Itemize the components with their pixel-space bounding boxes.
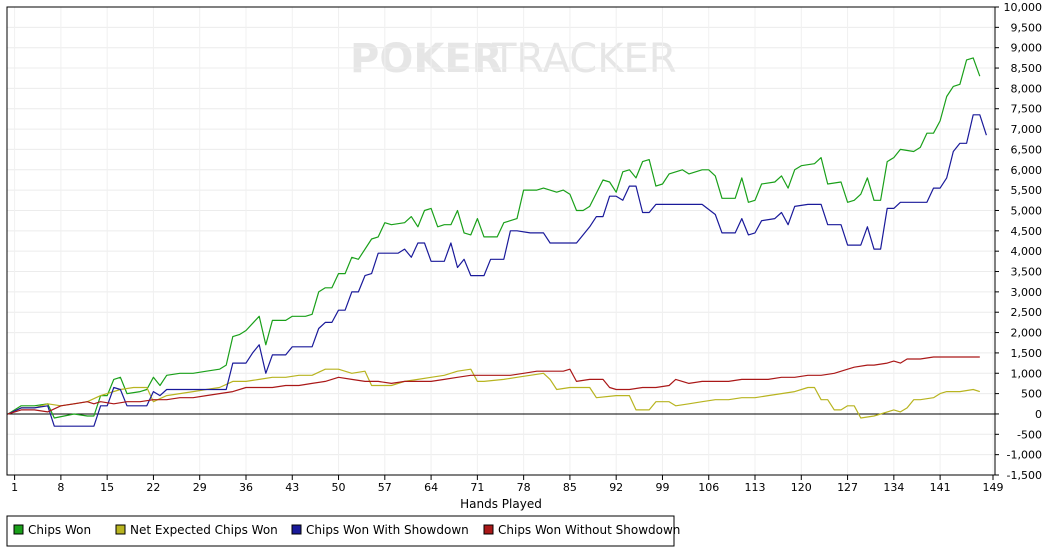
y-tick-label-2: 9,000 bbox=[1011, 42, 1043, 55]
x-tick-label-20: 141 bbox=[930, 481, 951, 494]
series-line-3 bbox=[7, 356, 980, 415]
y-tick-label-13: 3,500 bbox=[1011, 266, 1043, 279]
watermark-left: POKER bbox=[350, 36, 502, 82]
x-tick-label-18: 127 bbox=[837, 481, 858, 494]
grid bbox=[7, 6, 995, 476]
x-tick-label-1: 8 bbox=[57, 481, 64, 494]
x-tick-label-12: 85 bbox=[563, 481, 577, 494]
x-tick-label-0: 1 bbox=[11, 481, 18, 494]
x-tick-label-4: 29 bbox=[193, 481, 207, 494]
x-tick-label-10: 71 bbox=[470, 481, 484, 494]
x-tick-label-21: 149 bbox=[983, 481, 1004, 494]
x-tick-label-15: 106 bbox=[698, 481, 719, 494]
series-line-2 bbox=[7, 114, 987, 427]
series-line-1 bbox=[7, 368, 980, 419]
y-tick-label-3: 8,500 bbox=[1011, 62, 1043, 75]
y-tick-label-12: 4,000 bbox=[1011, 245, 1043, 258]
x-tick-label-9: 64 bbox=[424, 481, 438, 494]
x-tick-label-11: 78 bbox=[517, 481, 531, 494]
legend-label-1: Net Expected Chips Won bbox=[130, 523, 278, 537]
y-tick-label-1: 9,500 bbox=[1011, 21, 1043, 34]
watermark-right: TRACKER bbox=[491, 36, 677, 82]
y-tick-label-5: 7,500 bbox=[1011, 103, 1043, 116]
series-line-0 bbox=[7, 57, 981, 419]
y-tick-label-0: 10,000 bbox=[1004, 1, 1043, 14]
x-tick-label-13: 92 bbox=[609, 481, 623, 494]
y-tick-label-9: 5,500 bbox=[1011, 184, 1043, 197]
legend-swatch-3 bbox=[483, 524, 494, 535]
y-tick-label-16: 2,000 bbox=[1011, 327, 1043, 340]
x-tick-label-3: 22 bbox=[146, 481, 160, 494]
y-tick-label-22: -1,000 bbox=[1007, 449, 1042, 462]
legend-label-3: Chips Won Without Showdown bbox=[498, 523, 680, 537]
legend-swatch-2 bbox=[291, 524, 302, 535]
legend-label-0: Chips Won bbox=[28, 523, 91, 537]
x-tick-label-14: 99 bbox=[655, 481, 669, 494]
legend-swatch-1 bbox=[115, 524, 126, 535]
y-tick-label-20: 0 bbox=[1035, 408, 1042, 421]
y-tick-label-7: 6,500 bbox=[1011, 143, 1043, 156]
y-tick-label-8: 6,000 bbox=[1011, 164, 1043, 177]
legend: Chips Won Net Expected Chips Won Chips Won… bbox=[6, 515, 680, 547]
y-tick-label-17: 1,500 bbox=[1011, 347, 1043, 360]
x-tick-label-8: 57 bbox=[378, 481, 392, 494]
y-tick-label-10: 5,000 bbox=[1011, 204, 1043, 217]
y-axis: 10,000 9,500 9,000 8,500 8,000 7,500 7,000 6,50… bbox=[995, 1, 1042, 482]
x-axis: 1 8 15 22 29 36 43 50 57 64 71 78 85 92 99 106 113 120 127… bbox=[11, 475, 1004, 494]
y-tick-label-11: 4,500 bbox=[1011, 225, 1043, 238]
x-tick-label-6: 43 bbox=[285, 481, 299, 494]
y-tick-label-4: 8,000 bbox=[1011, 82, 1043, 95]
x-tick-label-19: 134 bbox=[883, 481, 904, 494]
legend-swatch-0 bbox=[13, 524, 24, 535]
y-tick-label-19: 500 bbox=[1021, 388, 1042, 401]
y-tick-label-23: -1,500 bbox=[1007, 469, 1042, 482]
y-tick-label-14: 3,000 bbox=[1011, 286, 1043, 299]
x-tick-label-5: 36 bbox=[239, 481, 253, 494]
x-tick-label-7: 50 bbox=[332, 481, 346, 494]
x-tick-label-17: 120 bbox=[791, 481, 812, 494]
y-tick-label-6: 7,000 bbox=[1011, 123, 1043, 136]
plot-area-border bbox=[6, 6, 996, 476]
x-axis-title: Hands Played bbox=[460, 497, 542, 511]
y-tick-label-18: 1,000 bbox=[1011, 367, 1043, 380]
x-tick-label-16: 113 bbox=[745, 481, 766, 494]
series-lines bbox=[7, 57, 987, 427]
legend-label-2: Chips Won With Showdown bbox=[306, 523, 469, 537]
y-tick-label-15: 2,500 bbox=[1011, 306, 1043, 319]
x-tick-label-2: 15 bbox=[100, 481, 114, 494]
y-tick-label-21: -500 bbox=[1017, 428, 1042, 441]
